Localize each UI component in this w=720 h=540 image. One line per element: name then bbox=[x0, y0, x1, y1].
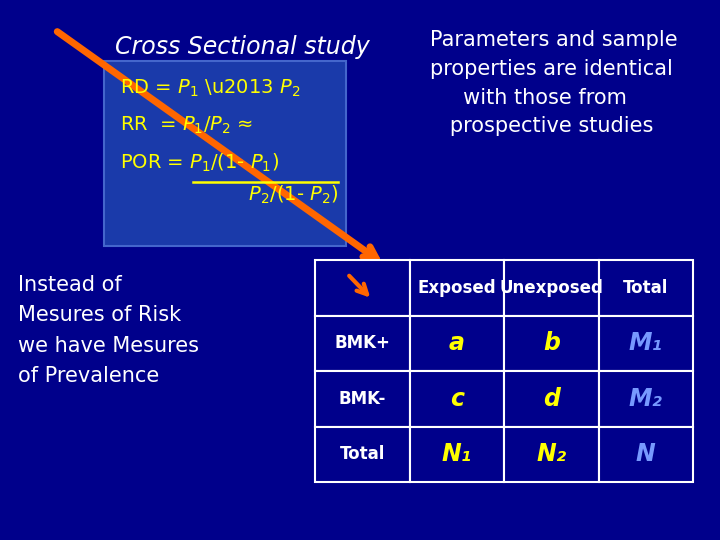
Text: c: c bbox=[450, 387, 464, 411]
Text: M₁: M₁ bbox=[629, 331, 662, 355]
Text: Total: Total bbox=[623, 279, 668, 297]
Bar bbox=[504, 427, 598, 482]
Bar bbox=[315, 371, 410, 427]
Bar bbox=[410, 371, 504, 427]
Text: Parameters and sample
properties are identical
     with those from
   prospecti: Parameters and sample properties are ide… bbox=[430, 30, 678, 137]
Text: Total: Total bbox=[340, 446, 385, 463]
Text: N₂: N₂ bbox=[536, 442, 567, 466]
Text: BMK-: BMK- bbox=[338, 390, 386, 408]
Bar bbox=[410, 315, 504, 371]
Bar bbox=[315, 260, 410, 315]
Text: Exposed: Exposed bbox=[418, 279, 496, 297]
Text: Unexposed: Unexposed bbox=[499, 279, 603, 297]
Bar bbox=[410, 427, 504, 482]
Text: b: b bbox=[543, 331, 559, 355]
Text: N₁: N₁ bbox=[441, 442, 472, 466]
Bar bbox=[598, 371, 693, 427]
FancyBboxPatch shape bbox=[104, 61, 346, 246]
Text: POR = $\mathit{P}_1$/(1- $\mathit{P}_1$): POR = $\mathit{P}_1$/(1- $\mathit{P}_1$) bbox=[120, 152, 279, 174]
Bar bbox=[315, 315, 410, 371]
Text: Cross Sectional study: Cross Sectional study bbox=[115, 35, 370, 59]
Bar bbox=[598, 427, 693, 482]
Text: M₂: M₂ bbox=[629, 387, 662, 411]
Text: Instead of
Mesures of Risk
we have Mesures
of Prevalence: Instead of Mesures of Risk we have Mesur… bbox=[18, 275, 199, 386]
Bar bbox=[504, 371, 598, 427]
Bar bbox=[598, 315, 693, 371]
Text: RR  = $\mathit{P}_1$/$\mathit{P}_2$ ≈: RR = $\mathit{P}_1$/$\mathit{P}_2$ ≈ bbox=[120, 115, 253, 136]
Text: N: N bbox=[636, 442, 656, 466]
Text: a: a bbox=[449, 331, 464, 355]
Text: d: d bbox=[543, 387, 559, 411]
Bar bbox=[504, 315, 598, 371]
Bar bbox=[504, 260, 598, 315]
Bar bbox=[410, 260, 504, 315]
Bar bbox=[315, 427, 410, 482]
Text: RD = $\mathit{P}_1$ \u2013 $\mathit{P}_2$: RD = $\mathit{P}_1$ \u2013 $\mathit{P}_2… bbox=[120, 78, 300, 99]
Text: BMK+: BMK+ bbox=[334, 334, 390, 352]
Bar bbox=[598, 260, 693, 315]
Text: $\mathit{P}_2$/(1- $\mathit{P}_2$): $\mathit{P}_2$/(1- $\mathit{P}_2$) bbox=[193, 184, 338, 206]
